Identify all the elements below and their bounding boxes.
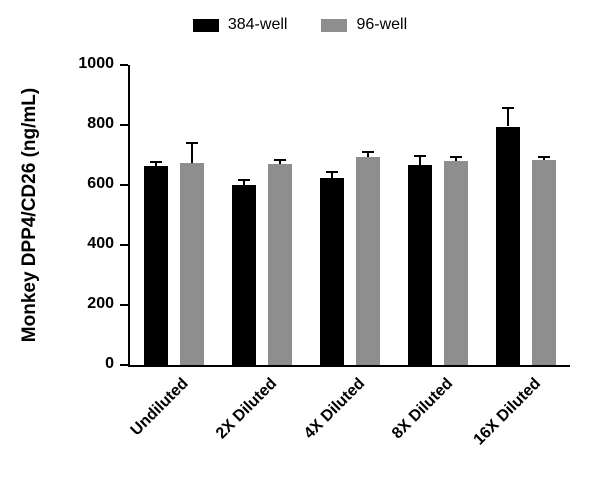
y-tick-mark <box>120 364 128 366</box>
y-tick-mark <box>120 304 128 306</box>
x-tick-label-text: 16X Diluted <box>470 375 545 449</box>
bar <box>408 164 432 365</box>
error-bar-whisker <box>419 157 421 165</box>
y-tick-label: 400 <box>87 235 114 252</box>
bar <box>144 165 168 365</box>
y-tick-label: 0 <box>105 355 114 372</box>
error-bar-cap <box>274 159 286 161</box>
legend-label: 96-well <box>356 16 408 33</box>
legend-item: 384-well <box>192 16 288 34</box>
x-tick-label-text: Undiluted <box>127 375 193 440</box>
y-tick-label: 1000 <box>78 55 114 72</box>
legend-label: 384-well <box>227 16 288 33</box>
bar <box>268 164 292 365</box>
error-bar-whisker <box>243 180 245 185</box>
error-bar-cap <box>362 150 374 153</box>
y-tick-mark <box>120 124 128 126</box>
bar <box>444 161 468 365</box>
error-bar-whisker <box>507 109 509 127</box>
bar <box>356 157 380 365</box>
x-axis-line <box>128 365 570 367</box>
y-tick-label: 800 <box>87 115 114 132</box>
bar <box>532 160 556 365</box>
legend-item: 96-well <box>321 16 407 34</box>
error-bar-whisker <box>191 143 193 164</box>
y-axis-line <box>128 65 130 367</box>
error-bar-cap <box>186 141 198 144</box>
error-bar-whisker <box>367 152 369 158</box>
y-tick-mark <box>120 184 128 186</box>
error-bar-cap <box>414 155 426 158</box>
y-tick-mark <box>120 64 128 66</box>
error-bar-whisker <box>455 157 457 161</box>
error-bar-cap <box>238 178 250 181</box>
legend-swatch <box>321 18 348 32</box>
bar <box>496 126 520 365</box>
x-tick-label-text: 4X Diluted <box>300 375 369 443</box>
x-tick-label-text: 8X Diluted <box>388 375 457 443</box>
legend: 384-well 96-well <box>0 16 600 34</box>
error-bar-whisker <box>331 173 333 179</box>
error-bar-whisker <box>543 158 545 161</box>
error-bar-whisker <box>155 162 157 166</box>
bar <box>232 185 256 365</box>
error-bar-cap <box>326 171 338 173</box>
y-tick-label: 200 <box>87 295 114 312</box>
legend-swatch <box>192 18 219 32</box>
x-tick-label-text: 2X Diluted <box>212 375 281 443</box>
error-bar-cap <box>150 160 162 163</box>
y-tick-label: 600 <box>87 175 114 192</box>
y-tick-mark <box>120 244 128 246</box>
bar <box>320 178 344 365</box>
error-bar-cap <box>538 156 550 159</box>
y-axis-title: Monkey DPP4/CD26 (ng/mL) <box>19 87 40 343</box>
error-bar-cap <box>450 155 462 158</box>
error-bar-cap <box>502 107 514 110</box>
error-bar-whisker <box>279 161 281 164</box>
bar <box>180 163 204 365</box>
